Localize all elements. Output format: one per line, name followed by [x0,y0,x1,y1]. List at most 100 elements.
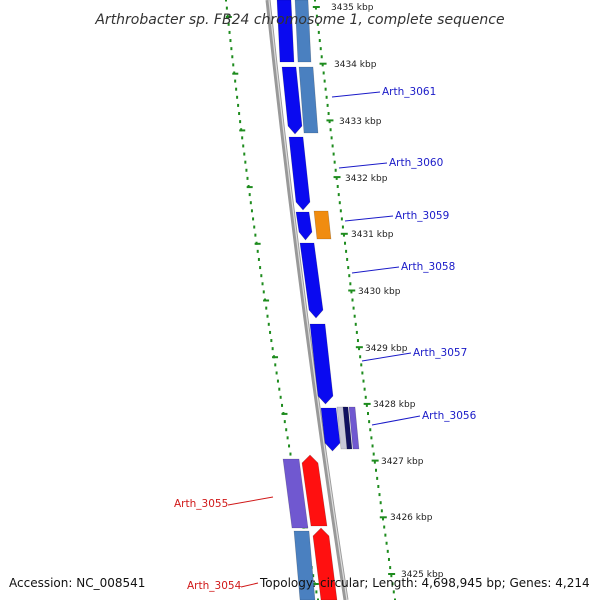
kbp-minor-tick [373,460,376,464]
kbp-minor-tick [348,274,351,278]
kbp-minor-tick [344,241,347,245]
kbp-minor-tick [341,225,344,229]
ruler-dot [274,363,277,367]
ruler-major-tick [232,72,239,75]
kbp-minor-tick [369,428,372,432]
gene-feature-arth-3056 [320,407,341,452]
gene-label-arth-3057[interactable]: Arth_3057 [413,347,467,359]
gene-label-arth-3061[interactable]: Arth_3061 [382,86,436,98]
ruler-major-tick [272,356,279,359]
ruler-dot [248,193,251,197]
ruler-dot [315,590,318,594]
ruler-dot [269,330,272,334]
kbp-minor-tick [352,306,355,310]
ruler-dot [260,274,263,278]
gene-labels: Arth_3061 Arth_3060 Arth_3059 Arth_3058 … [174,86,477,592]
kbp-minor-tick [314,0,316,2]
ruler-major-tick [254,242,261,245]
ruler-dot [254,233,257,237]
kbp-minor-tick [368,420,371,424]
gene-feature-arth-3056-navy [342,406,353,450]
leader-line [227,496,274,506]
kbp-label-3428: 3428 kbp [373,400,416,410]
kbp-minor-tick [321,63,324,67]
kbp-minor-tick [333,160,336,164]
ruler-major-tick [239,129,246,132]
kbp-minor-tick [319,47,322,51]
ruler-dot [265,306,268,310]
gene-label-arth-3058[interactable]: Arth_3058 [401,261,455,273]
kbp-minor-tick [351,298,354,302]
ruler-dot [249,201,252,205]
kbp-minor-tick [364,395,367,399]
kbp-minor-tick [372,452,375,456]
kbp-labels: 3435 kbp 3434 kbp 3433 kbp 3432 kbp 3431… [331,3,444,580]
ruler-dot [257,257,260,261]
leader-line [361,352,412,362]
gene-label-arth-3060[interactable]: Arth_3060 [389,157,443,169]
ruler-dot [237,103,240,107]
ruler-dot [225,0,227,2]
kbp-label-3432: 3432 kbp [345,174,388,184]
ruler-dot [312,574,315,578]
kbp-minor-tick [366,412,369,416]
ruler-dot [275,371,278,375]
ruler-dot [232,63,235,67]
leader-line [331,91,381,98]
kbp-minor-tick [376,476,379,480]
kbp-minor-tick [387,557,390,561]
ruler-dot [259,266,262,270]
ruler-dot [278,387,281,391]
ruler-major-tick [246,186,253,189]
ruler-dot [229,39,232,43]
kbp-minor-tick [383,525,386,529]
kbp-minor-tick [339,209,342,213]
ruler-dot [261,282,264,286]
gene-label-arth-3059[interactable]: Arth_3059 [395,210,449,222]
kbp-minor-tick [354,322,357,326]
kbp-major-tick [355,346,363,349]
gene-label-arth-3056[interactable]: Arth_3056 [422,410,477,422]
ruler-dot [270,339,273,343]
ruler-dot [238,112,241,116]
gene-feature-arth-3061-light [298,66,319,134]
kbp-minor-tick [360,363,363,367]
ruler-dot [243,152,246,156]
kbp-minor-tick [370,436,373,440]
kbp-minor-tick [328,120,331,124]
kbp-minor-tick [318,39,321,43]
leader-line [371,415,421,426]
kbp-minor-tick [329,128,332,132]
gene-feature-arth-3058 [299,242,324,319]
kbp-label-3425: 3425 kbp [401,570,444,580]
accession-text: Accession: NC_008541 [9,576,145,590]
gene-label-arth-3054[interactable]: Arth_3054 [187,580,242,592]
ruler-dot [276,379,279,383]
ruler-dot [246,176,249,180]
kbp-minor-tick [336,184,339,188]
kbp-label-3434: 3434 kbp [334,60,377,70]
gene-feature-arth-3061 [281,66,303,135]
kbp-minor-tick [386,549,389,553]
leader-line [351,266,400,274]
gene-feature-arth-3055-red [301,454,328,527]
kbp-minor-tick [375,468,378,472]
ruler-dot [236,95,239,99]
kbp-minor-tick [331,144,334,148]
kbp-label-3431: 3431 kbp [351,230,394,240]
kbp-major-tick [326,119,334,122]
kbp-major-tick [363,402,371,405]
ruler-dot [288,444,291,448]
kbp-label-3427: 3427 kbp [381,457,424,467]
gene-features [276,0,360,600]
chromosome-backbone-highlight [268,0,348,600]
kbp-label-3430: 3430 kbp [358,287,401,297]
ruler-dot [285,428,288,432]
kbp-minor-tick [342,233,345,237]
gene-label-leaders [227,91,421,588]
gene-feature-arth-3056-purple [348,406,360,450]
ruler-dot [279,395,282,399]
gene-label-arth-3055[interactable]: Arth_3055 [174,498,228,510]
kbp-minor-tick [356,339,359,343]
ruler-dot [228,30,231,34]
